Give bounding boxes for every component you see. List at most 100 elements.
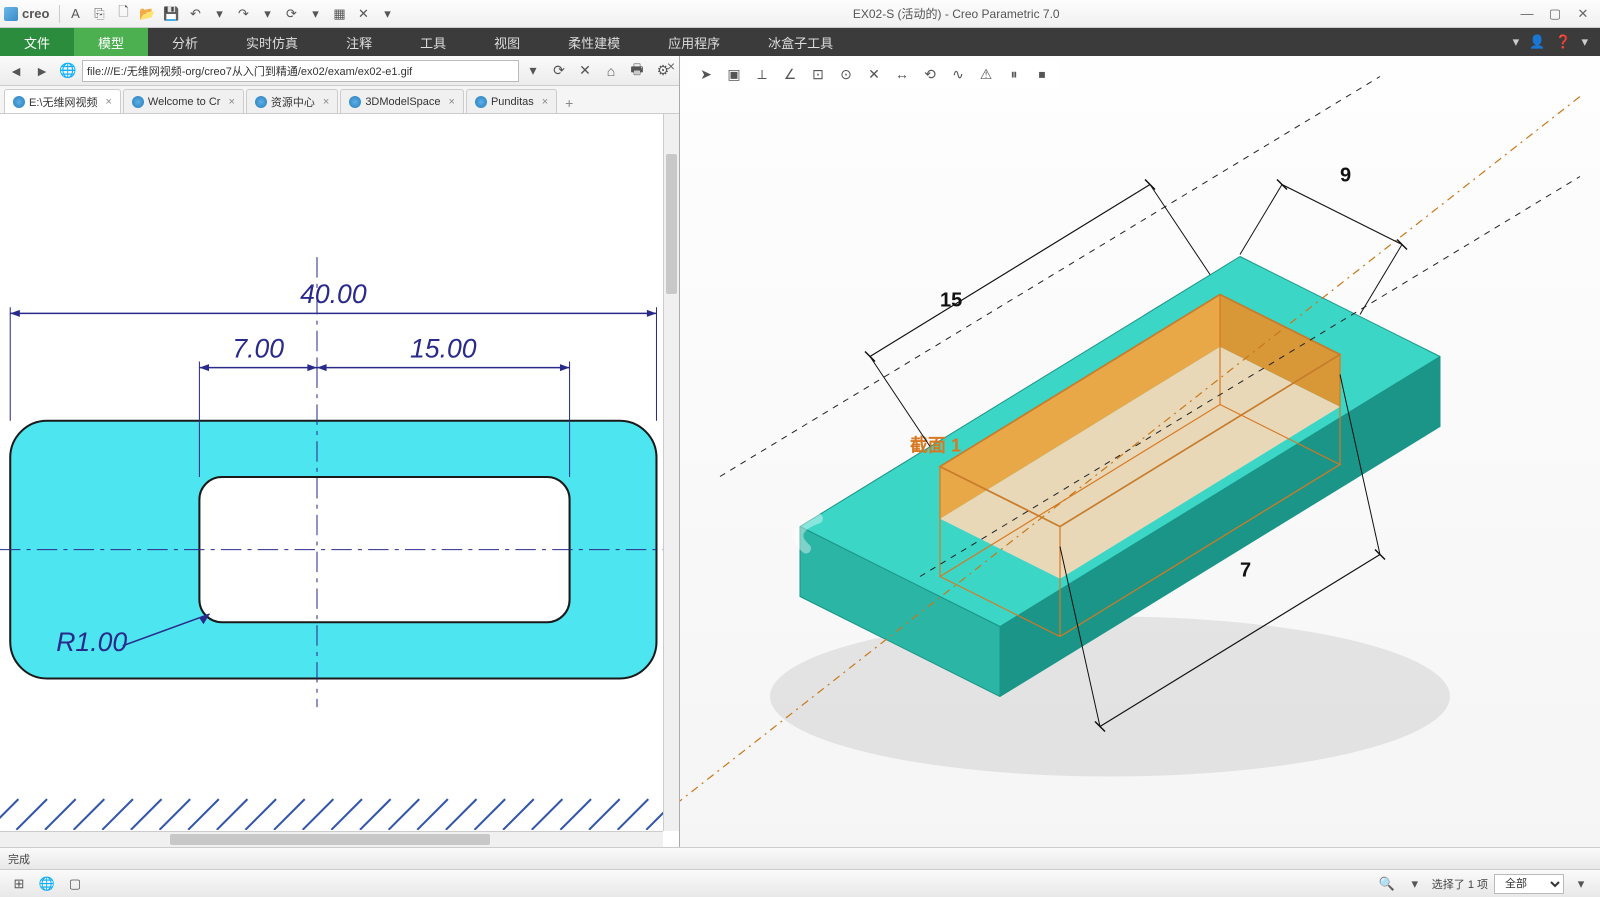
qat-undo-menu-icon[interactable]: ▾ bbox=[208, 3, 230, 25]
scrollbar-v-thumb[interactable] bbox=[666, 154, 677, 294]
ribbon-more-icon[interactable]: ▾ bbox=[1581, 34, 1588, 50]
tab-favicon-icon bbox=[13, 96, 25, 108]
ribbon-tab-view[interactable]: 视图 bbox=[470, 28, 544, 56]
drawing-viewport[interactable]: 40.007.0015.00R1.00 bbox=[0, 114, 679, 847]
browser-tab-add-button[interactable]: + bbox=[559, 93, 579, 113]
qat-open-icon[interactable]: 📂 bbox=[136, 3, 158, 25]
tab-label: Welcome to Cr bbox=[148, 96, 221, 108]
svg-text:40.00: 40.00 bbox=[300, 279, 367, 309]
browser-home-icon[interactable]: ⌂ bbox=[599, 59, 623, 83]
bb-filter-menu-icon[interactable]: ▾ bbox=[1570, 873, 1592, 895]
mt-dim1-icon[interactable]: ⟂ bbox=[750, 62, 774, 86]
browser-tab[interactable]: E:\无维网视频 × bbox=[4, 89, 121, 113]
qat-redo-menu-icon[interactable]: ▾ bbox=[256, 3, 278, 25]
scrollbar-h[interactable] bbox=[0, 831, 663, 847]
maximize-button[interactable]: ▢ bbox=[1542, 4, 1568, 24]
mt-dim5-icon[interactable]: ✕ bbox=[862, 62, 886, 86]
drawing-svg: 40.007.0015.00R1.00 bbox=[0, 114, 679, 830]
tab-close-icon[interactable]: × bbox=[105, 96, 111, 108]
ribbon-tab-model[interactable]: 模型 bbox=[74, 28, 148, 56]
ribbon-tab-file[interactable]: 文件 bbox=[0, 28, 74, 56]
qat-save-icon[interactable]: 💾 bbox=[160, 3, 182, 25]
scrollbar-v[interactable] bbox=[663, 114, 679, 831]
url-input[interactable] bbox=[82, 60, 519, 82]
ribbon-tab-tools[interactable]: 工具 bbox=[396, 28, 470, 56]
qat-redo-icon[interactable]: ↷ bbox=[232, 3, 254, 25]
mt-dim3-icon[interactable]: ⊡ bbox=[806, 62, 830, 86]
mt-dim7-icon[interactable]: ⟲ bbox=[918, 62, 942, 86]
svg-text:R1.00: R1.00 bbox=[56, 627, 127, 657]
selection-count-text: 选择了 1 项 bbox=[1432, 876, 1488, 892]
tab-favicon-icon bbox=[475, 96, 487, 108]
status-text: 完成 bbox=[8, 851, 30, 867]
ribbon-tab-flex[interactable]: 柔性建模 bbox=[544, 28, 644, 56]
bb-find-icon[interactable]: 🔍 bbox=[1376, 873, 1398, 895]
bb-globe-icon[interactable]: 🌐 bbox=[36, 873, 58, 895]
ribbon-tab-annotate[interactable]: 注释 bbox=[322, 28, 396, 56]
browser-dropdown-icon[interactable]: ▾ bbox=[521, 59, 545, 83]
tab-label: Punditas bbox=[491, 96, 534, 108]
minimize-button[interactable]: — bbox=[1514, 4, 1540, 24]
mt-stop-icon[interactable]: ⏹ bbox=[1030, 62, 1054, 86]
ribbon-tab-apps[interactable]: 应用程序 bbox=[644, 28, 744, 56]
ribbon-tab-analysis[interactable]: 分析 bbox=[148, 28, 222, 56]
tab-close-icon[interactable]: × bbox=[449, 96, 455, 108]
mt-dim4-icon[interactable]: ⊙ bbox=[834, 62, 858, 86]
browser-tab[interactable]: Punditas × bbox=[466, 89, 557, 113]
tab-label: E:\无维网视频 bbox=[29, 94, 97, 110]
browser-back-icon[interactable]: ◄ bbox=[4, 59, 28, 83]
mt-dim2-icon[interactable]: ∠ bbox=[778, 62, 802, 86]
qat-regen-icon[interactable]: ⟳ bbox=[280, 3, 302, 25]
browser-print-icon[interactable]: 🖶 bbox=[625, 59, 649, 83]
qat-new-icon[interactable]: 🗋 bbox=[112, 3, 134, 25]
svg-text:7: 7 bbox=[1240, 560, 1251, 582]
scrollbar-h-thumb[interactable] bbox=[170, 834, 490, 845]
close-window-button[interactable]: ✕ bbox=[1570, 4, 1596, 24]
browser-reload-icon[interactable]: ⟳ bbox=[547, 59, 571, 83]
titlebar: creo A ⎘ 🗋 📂 💾 ↶ ▾ ↷ ▾ ⟳ ▾ ▦ ✕ ▾ EX02-S … bbox=[0, 0, 1600, 28]
qat-copy-icon[interactable]: ⎘ bbox=[88, 3, 110, 25]
browser-panel: ◄ ► 🌐 ▾ ⟳ ✕ ⌂ 🖶 ⚙ × E:\无维网视频× Welcome to… bbox=[0, 56, 680, 847]
svg-text:7.00: 7.00 bbox=[232, 333, 284, 363]
tab-close-icon[interactable]: × bbox=[542, 96, 548, 108]
bb-window-icon[interactable]: ▢ bbox=[64, 873, 86, 895]
ribbon-user-icon[interactable]: 👤 bbox=[1529, 34, 1545, 50]
ribbon-help-icon[interactable]: ❓ bbox=[1555, 34, 1571, 50]
qat-close-icon[interactable]: ✕ bbox=[352, 3, 374, 25]
qat-text-icon[interactable]: A bbox=[64, 3, 86, 25]
browser-tabs: E:\无维网视频 × Welcome to Cr × 资源中心× 3DModelSp… bbox=[0, 86, 679, 114]
tab-close-icon[interactable]: × bbox=[323, 96, 329, 108]
model-svg: 截面 19157 bbox=[680, 56, 1600, 847]
mt-dim8-icon[interactable]: ∿ bbox=[946, 62, 970, 86]
model-viewport[interactable]: ➤ ▣ ⟂ ∠ ⊡ ⊙ ✕ ↔ ⟲ ∿ ⚠ ⏸ ⏹ 截面 19157 bbox=[680, 56, 1600, 847]
ribbon-right-tools: ▾ 👤 ❓ ▾ bbox=[1513, 28, 1600, 56]
browser-globe-icon[interactable]: 🌐 bbox=[56, 59, 80, 83]
qat-customize-icon[interactable]: ▾ bbox=[376, 3, 398, 25]
app-name: creo bbox=[22, 6, 49, 21]
browser-stop-icon[interactable]: ✕ bbox=[573, 59, 597, 83]
browser-forward-icon[interactable]: ► bbox=[30, 59, 54, 83]
ribbon-tab-icebox[interactable]: 冰盒子工具 bbox=[744, 28, 857, 56]
browser-panel-close-icon[interactable]: × bbox=[667, 58, 675, 74]
mt-pause-icon[interactable]: ⏸ bbox=[1002, 62, 1026, 86]
mt-arrow-icon[interactable]: ➤ bbox=[694, 62, 718, 86]
model-toolbar: ➤ ▣ ⟂ ∠ ⊡ ⊙ ✕ ↔ ⟲ ∿ ⚠ ⏸ ⏹ bbox=[688, 60, 1060, 88]
mt-dim6-icon[interactable]: ↔ bbox=[890, 62, 914, 86]
browser-tab[interactable]: 资源中心× bbox=[246, 89, 338, 113]
svg-text:截面 1: 截面 1 bbox=[910, 435, 961, 456]
mt-warn-icon[interactable]: ⚠ bbox=[974, 62, 998, 86]
tab-close-icon[interactable]: × bbox=[228, 96, 234, 108]
mt-box-icon[interactable]: ▣ bbox=[722, 62, 746, 86]
selection-filter-select[interactable]: 全部 bbox=[1494, 874, 1564, 894]
ribbon-tab-live-sim[interactable]: 实时仿真 bbox=[222, 28, 322, 56]
bb-tree-icon[interactable]: ⊞ bbox=[8, 873, 30, 895]
browser-tab[interactable]: 3DModelSpace× bbox=[340, 89, 464, 113]
qat-undo-icon[interactable]: ↶ bbox=[184, 3, 206, 25]
qat-regen-menu-icon[interactable]: ▾ bbox=[304, 3, 326, 25]
ribbon-menu-icon[interactable]: ▾ bbox=[1513, 34, 1520, 50]
bottombar: ⊞ 🌐 ▢ 🔍 ▾ 选择了 1 项 全部 ▾ bbox=[0, 869, 1600, 897]
qat-windows-icon[interactable]: ▦ bbox=[328, 3, 350, 25]
tab-favicon-icon bbox=[349, 96, 361, 108]
bb-find-menu-icon[interactable]: ▾ bbox=[1404, 873, 1426, 895]
browser-tab[interactable]: Welcome to Cr × bbox=[123, 89, 244, 113]
